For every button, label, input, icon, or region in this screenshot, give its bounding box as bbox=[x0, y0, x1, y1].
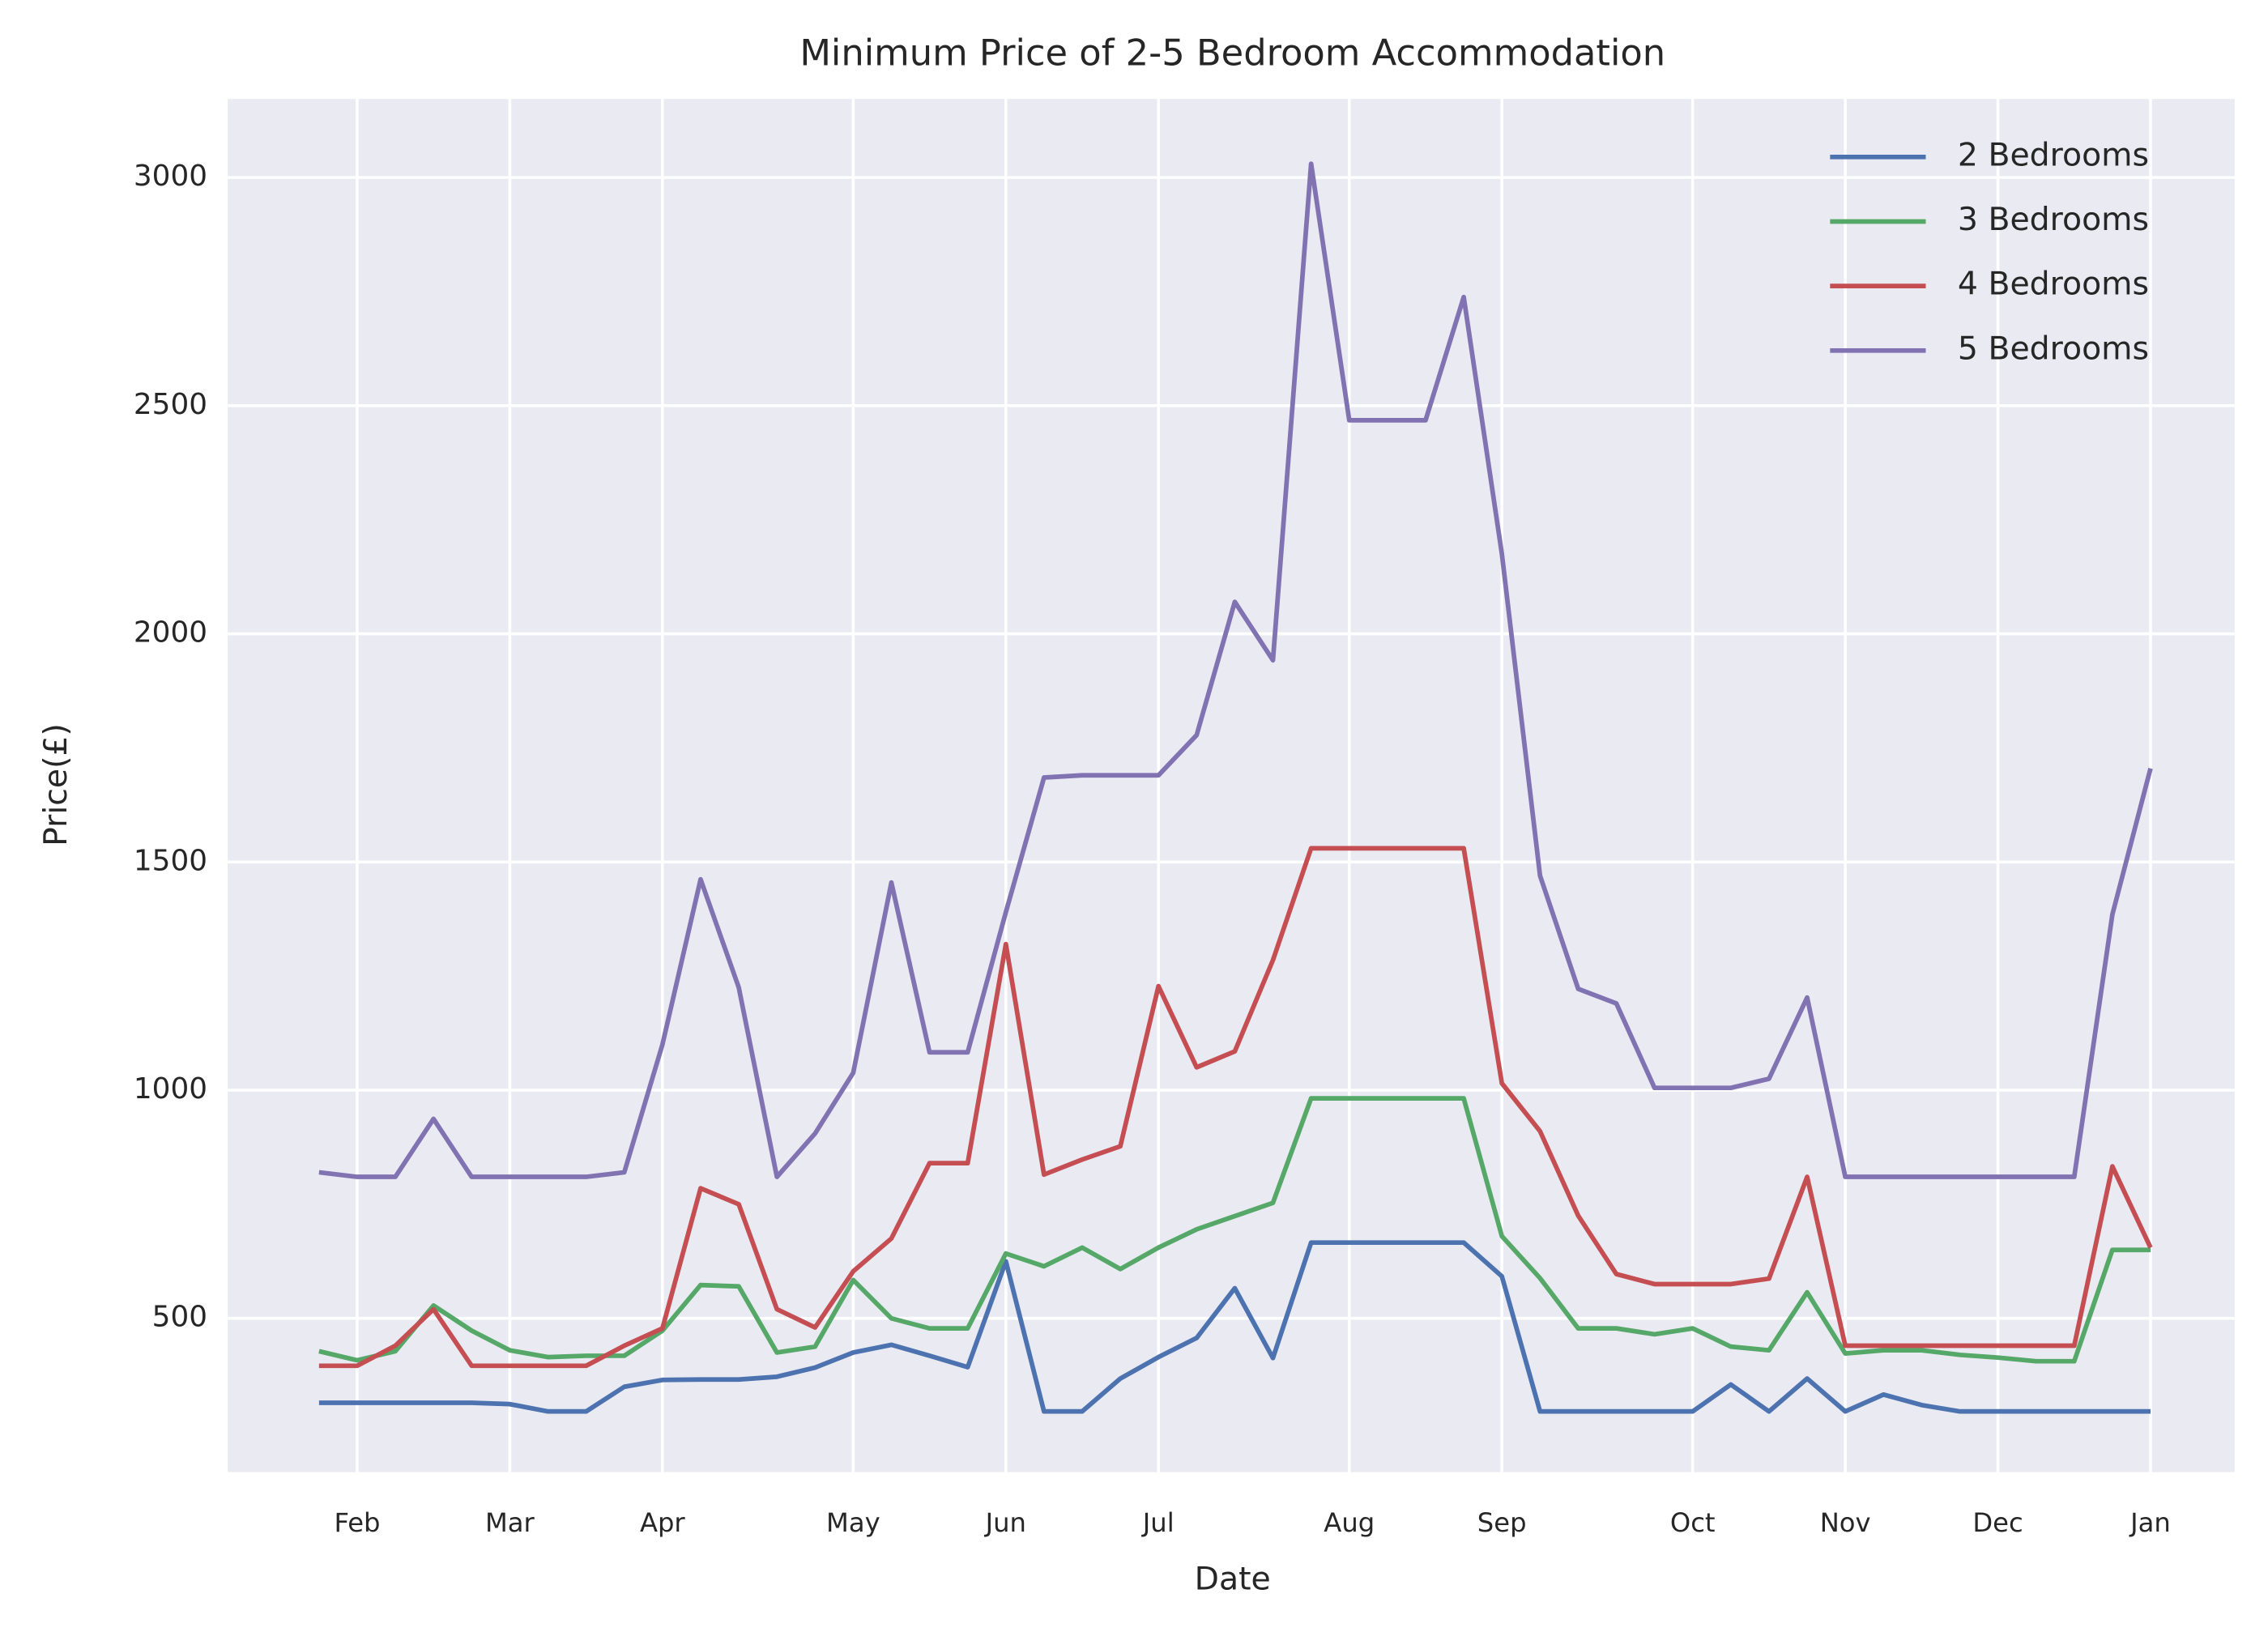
x-tick-label: Dec bbox=[1972, 1507, 2023, 1538]
y-tick-label: 2000 bbox=[134, 616, 207, 650]
x-tick-label: Jan bbox=[2129, 1507, 2171, 1538]
legend-label: 3 Bedrooms bbox=[1958, 201, 2149, 238]
series-line bbox=[318, 161, 2153, 1179]
x-tick-label: Jul bbox=[1141, 1507, 1174, 1538]
series-line bbox=[318, 1096, 2151, 1364]
legend: 2 Bedrooms 3 Bedrooms 4 Bedrooms 5 Bedrooms bbox=[1830, 136, 2149, 367]
legend-label: 4 Bedrooms bbox=[1958, 266, 2149, 303]
x-tick-label: Mar bbox=[485, 1507, 535, 1538]
x-tick-label: Oct bbox=[1670, 1507, 1716, 1538]
y-tick-label: 3000 bbox=[134, 160, 207, 193]
series-line bbox=[318, 1240, 2151, 1414]
lines bbox=[318, 161, 2153, 1414]
y-tick-label: 500 bbox=[152, 1301, 207, 1334]
y-tick-label: 1000 bbox=[134, 1072, 207, 1106]
grid bbox=[228, 99, 2235, 1472]
y-tick-label: 2500 bbox=[134, 388, 207, 421]
x-tick-label: Apr bbox=[640, 1507, 685, 1538]
x-tick-label: Feb bbox=[334, 1507, 380, 1538]
chart-title: Minimum Price of 2-5 Bedroom Accommodati… bbox=[799, 31, 1665, 74]
x-tick-label: Sep bbox=[1477, 1507, 1527, 1538]
x-axis-label: Date bbox=[1195, 1560, 1271, 1597]
legend-label: 5 Bedrooms bbox=[1958, 330, 2149, 367]
y-axis-label: Price(£) bbox=[37, 723, 75, 846]
plot-area bbox=[228, 99, 2235, 1472]
x-tick-label: May bbox=[826, 1507, 880, 1538]
series-line bbox=[318, 846, 2153, 1369]
x-tick-label: Nov bbox=[1820, 1507, 1871, 1538]
x-tick-label: Aug bbox=[1324, 1507, 1375, 1538]
x-tick-label: Jun bbox=[984, 1507, 1026, 1538]
y-tick-label: 1500 bbox=[134, 844, 207, 877]
legend-label: 2 Bedrooms bbox=[1958, 136, 2149, 173]
